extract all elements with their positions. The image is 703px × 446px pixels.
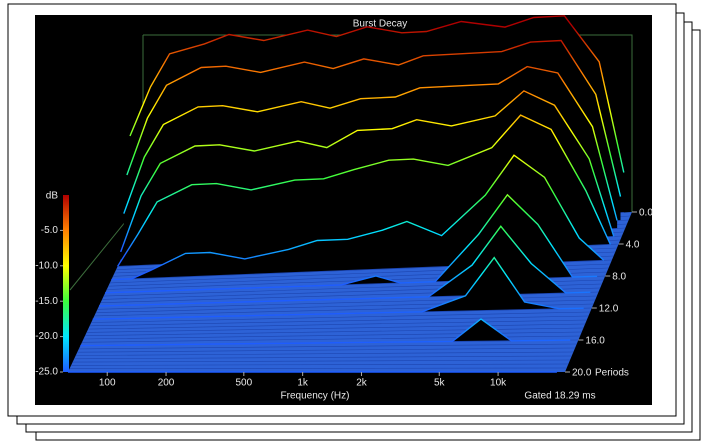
z-tick-label: 0.0 xyxy=(639,208,653,219)
z-tick-label: 16.0 xyxy=(585,336,605,347)
plot: 100 200 500 1k 2k 5k 10k 0.0 4.0 8.0 12.0 16.0 20.0 P… xyxy=(35,15,653,389)
decay-slice xyxy=(117,114,612,267)
floor-line xyxy=(91,311,591,323)
decay-slice xyxy=(111,154,605,281)
floor-line xyxy=(89,315,589,327)
floor-line xyxy=(77,347,576,353)
decay-slice xyxy=(120,90,615,253)
z-tick-label: 4.0 xyxy=(626,240,640,251)
floor-line xyxy=(85,327,584,336)
floor-line xyxy=(72,359,571,363)
color-tick-label: -10.0 xyxy=(35,260,58,271)
decay-slice xyxy=(98,225,591,307)
decay-slice xyxy=(92,256,584,320)
z-axis-label: Periods xyxy=(595,368,629,379)
color-bar xyxy=(63,195,69,372)
slice-fill xyxy=(80,319,571,346)
x-tick-label: 2k xyxy=(356,378,368,389)
floor-line xyxy=(78,343,577,350)
note: Gated 18.29 ms xyxy=(524,391,595,402)
x-tick-label: 5k xyxy=(434,378,446,389)
decay-slice xyxy=(123,65,618,221)
slice-fill xyxy=(92,257,584,320)
color-tick-label: -15.0 xyxy=(35,296,58,307)
floor-line xyxy=(71,363,569,366)
z-tick-label: 12.0 xyxy=(599,304,619,315)
x-axis-label: Frequency (Hz) xyxy=(281,391,350,402)
color-axis-label: dB xyxy=(46,191,59,202)
x-tick-label: 1k xyxy=(297,378,309,389)
floor-line xyxy=(88,319,587,330)
decay-slice xyxy=(126,39,622,197)
z-tick-label: 8.0 xyxy=(612,272,626,283)
floor-line xyxy=(75,351,574,356)
x-tick-label: 200 xyxy=(158,378,175,389)
x-tick-label: 100 xyxy=(99,378,116,389)
chart-title: Burst Decay xyxy=(353,19,407,30)
color-tick-label: -25.0 xyxy=(35,367,58,378)
slice-fill xyxy=(99,226,591,306)
floor-line xyxy=(74,355,572,360)
decay-slice xyxy=(105,193,598,294)
x-tick-label: 10k xyxy=(490,378,507,389)
z-tick-label: 20.0 xyxy=(572,368,592,379)
floor-line xyxy=(86,323,586,333)
floor-line xyxy=(69,367,567,370)
decay-slice xyxy=(129,15,625,173)
color-tick-label: -5.0 xyxy=(41,225,59,236)
color-tick-label: -20.0 xyxy=(35,331,58,342)
decay-slice xyxy=(80,318,571,347)
x-tick-label: 500 xyxy=(235,378,252,389)
